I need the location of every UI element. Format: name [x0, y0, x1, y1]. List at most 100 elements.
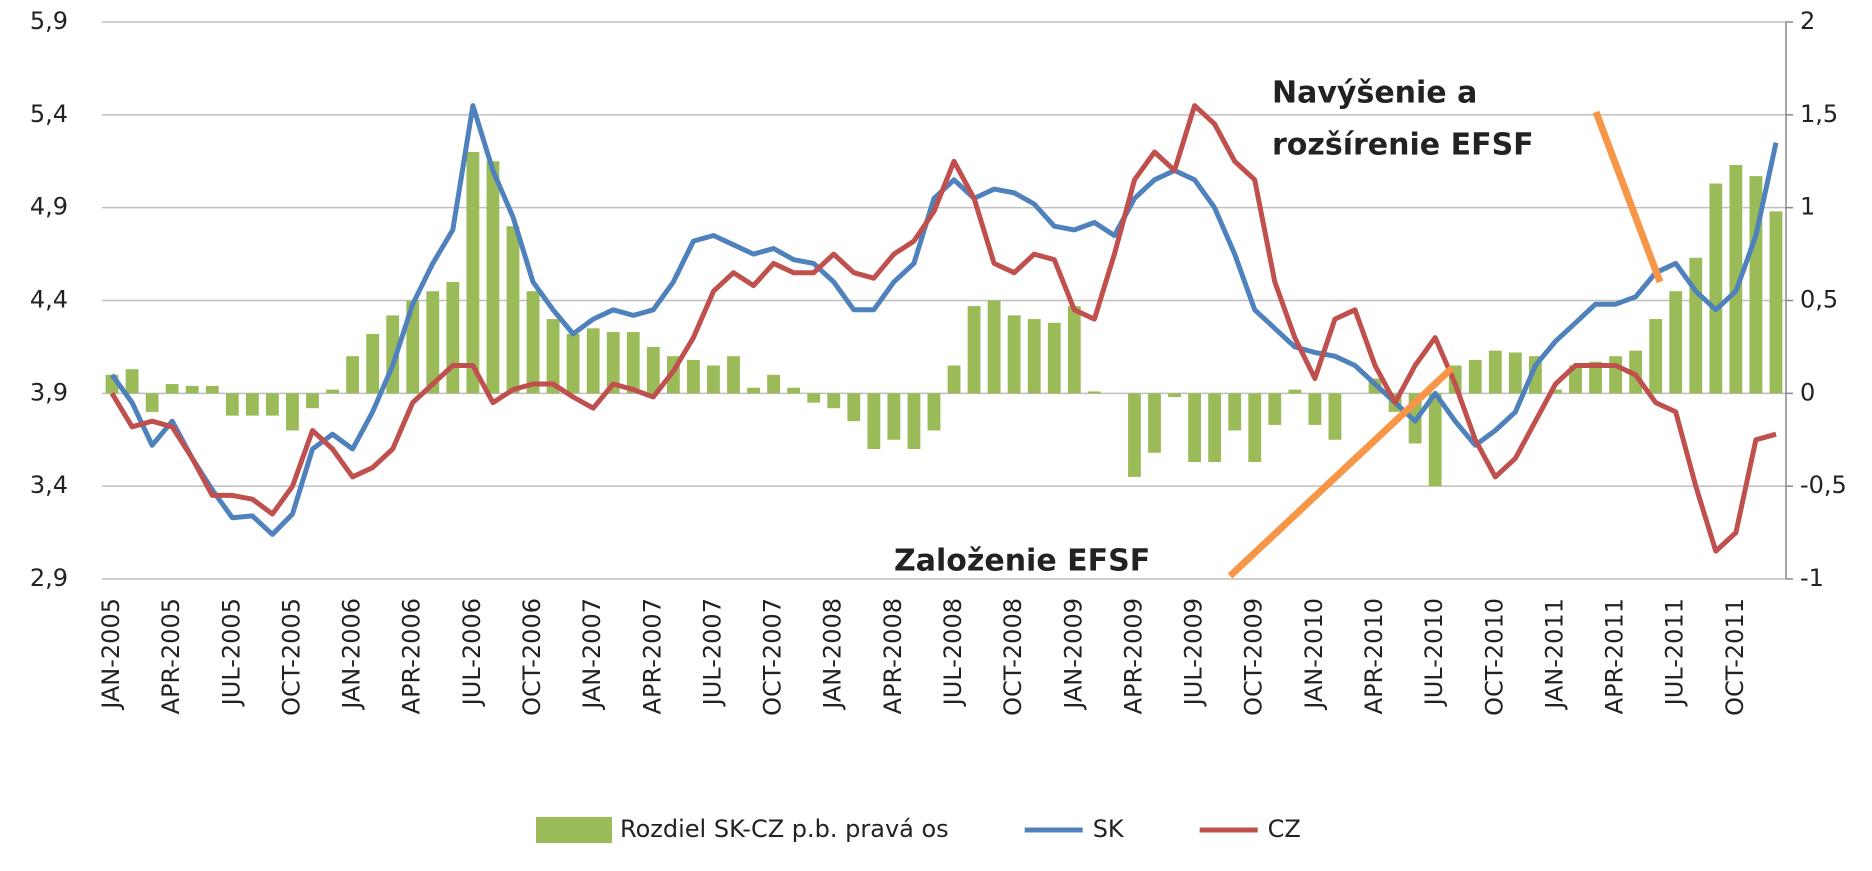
bar: [446, 281, 460, 394]
bar: [406, 300, 420, 394]
bar: [566, 333, 580, 394]
bar: [225, 393, 239, 416]
bar: [1328, 393, 1342, 440]
x-tick-label: JAN-2009: [1059, 598, 1087, 711]
bar: [1007, 315, 1021, 394]
bar: [1709, 183, 1723, 394]
bar: [265, 393, 279, 416]
x-tick-label: JAN-2011: [1540, 598, 1568, 711]
x-tick-label: APR-2006: [398, 598, 426, 714]
x-tick-label: JAN-2006: [338, 598, 366, 711]
bar: [987, 300, 1001, 394]
bar: [927, 393, 941, 431]
legend-label: CZ: [1268, 815, 1301, 843]
y-tick-label: 5,9: [30, 7, 68, 35]
x-tick-label: APR-2011: [1601, 598, 1629, 714]
bar: [586, 328, 600, 394]
bar: [1268, 393, 1282, 425]
x-tick-label: OCT-2007: [759, 598, 787, 716]
x-tick-label: JUL-2008: [939, 598, 967, 707]
y2-tick-label: 1: [1800, 193, 1815, 221]
bar: [1047, 322, 1061, 394]
bar: [1468, 359, 1482, 394]
bar: [366, 333, 380, 394]
bar: [185, 385, 199, 394]
legend-swatch: [536, 817, 612, 843]
x-tick-label: JUL-2006: [458, 598, 486, 707]
bar: [1649, 319, 1663, 394]
bar: [867, 393, 881, 450]
y-tick-label: 4,9: [30, 193, 68, 221]
bar: [125, 369, 139, 394]
x-tick-label: OCT-2011: [1721, 598, 1749, 716]
y-tick-label: 3,9: [30, 378, 68, 406]
bar: [1729, 164, 1743, 394]
bar: [727, 356, 740, 394]
bar: [1148, 393, 1161, 453]
x-tick-label: OCT-2008: [999, 598, 1027, 716]
bar: [526, 291, 540, 394]
bar: [1248, 393, 1262, 463]
bar: [1609, 356, 1623, 394]
bar: [1188, 393, 1202, 463]
bar: [1569, 365, 1582, 394]
bar: [245, 393, 259, 416]
y-tick-label: 5,4: [30, 100, 68, 128]
x-tick-label: OCT-2010: [1480, 598, 1508, 716]
annotation-arrow: [1227, 365, 1455, 579]
bar: [807, 393, 821, 403]
x-tick-label: JAN-2005: [97, 598, 125, 711]
legend-label: Rozdiel SK-CZ p.b. pravá os: [620, 815, 949, 843]
x-tick-label: JUL-2009: [1180, 598, 1208, 707]
y-tick-label: 2,9: [30, 564, 68, 592]
x-tick-label: APR-2010: [1360, 598, 1388, 714]
bar: [1228, 393, 1242, 431]
y2-tick-label: -0,5: [1800, 471, 1847, 499]
x-tick-label: OCT-2009: [1240, 598, 1268, 716]
bar: [145, 393, 159, 412]
bar: [1027, 319, 1041, 394]
bar: [1549, 389, 1562, 394]
bar: [626, 332, 640, 394]
x-tick-label: JAN-2010: [1300, 598, 1328, 711]
bar: [546, 319, 560, 394]
bar: [426, 291, 440, 394]
annotation-arrow: [1592, 110, 1664, 284]
bar: [947, 365, 961, 394]
bar: [847, 393, 861, 422]
bar: [707, 365, 720, 394]
x-tick-label: APR-2007: [638, 598, 666, 714]
x-tick-label: JAN-2007: [578, 598, 606, 711]
y2-tick-label: 2: [1800, 7, 1815, 35]
bar: [1589, 361, 1602, 394]
bar: [1067, 306, 1081, 394]
bar: [326, 389, 339, 394]
x-tick-label: OCT-2006: [518, 598, 546, 716]
x-tick-label: APR-2005: [157, 598, 185, 714]
x-tick-label: APR-2008: [879, 598, 907, 714]
bar: [486, 161, 500, 394]
bar: [1769, 211, 1783, 394]
bar: [787, 387, 801, 394]
bar: [1128, 393, 1141, 477]
bar: [1428, 393, 1442, 487]
bar: [1669, 291, 1683, 394]
bar: [747, 387, 760, 394]
bar: [1168, 393, 1181, 398]
y2-tick-label: -1: [1800, 564, 1824, 592]
bar: [306, 393, 319, 409]
bar: [1087, 391, 1101, 394]
annotation: Navýšenie a: [1272, 76, 1477, 111]
x-tick-label: JAN-2008: [819, 598, 847, 711]
x-tick-label: JUL-2005: [217, 598, 245, 707]
x-tick-label: JUL-2007: [698, 598, 726, 707]
bar: [646, 346, 660, 394]
x-tick-label: OCT-2005: [277, 598, 305, 716]
bar: [506, 226, 520, 394]
bar: [286, 393, 299, 431]
x-tick-label: APR-2009: [1119, 598, 1147, 714]
y2-tick-label: 0: [1800, 378, 1815, 406]
y-tick-label: 3,4: [30, 471, 68, 499]
x-tick-label: JUL-2011: [1661, 598, 1689, 707]
